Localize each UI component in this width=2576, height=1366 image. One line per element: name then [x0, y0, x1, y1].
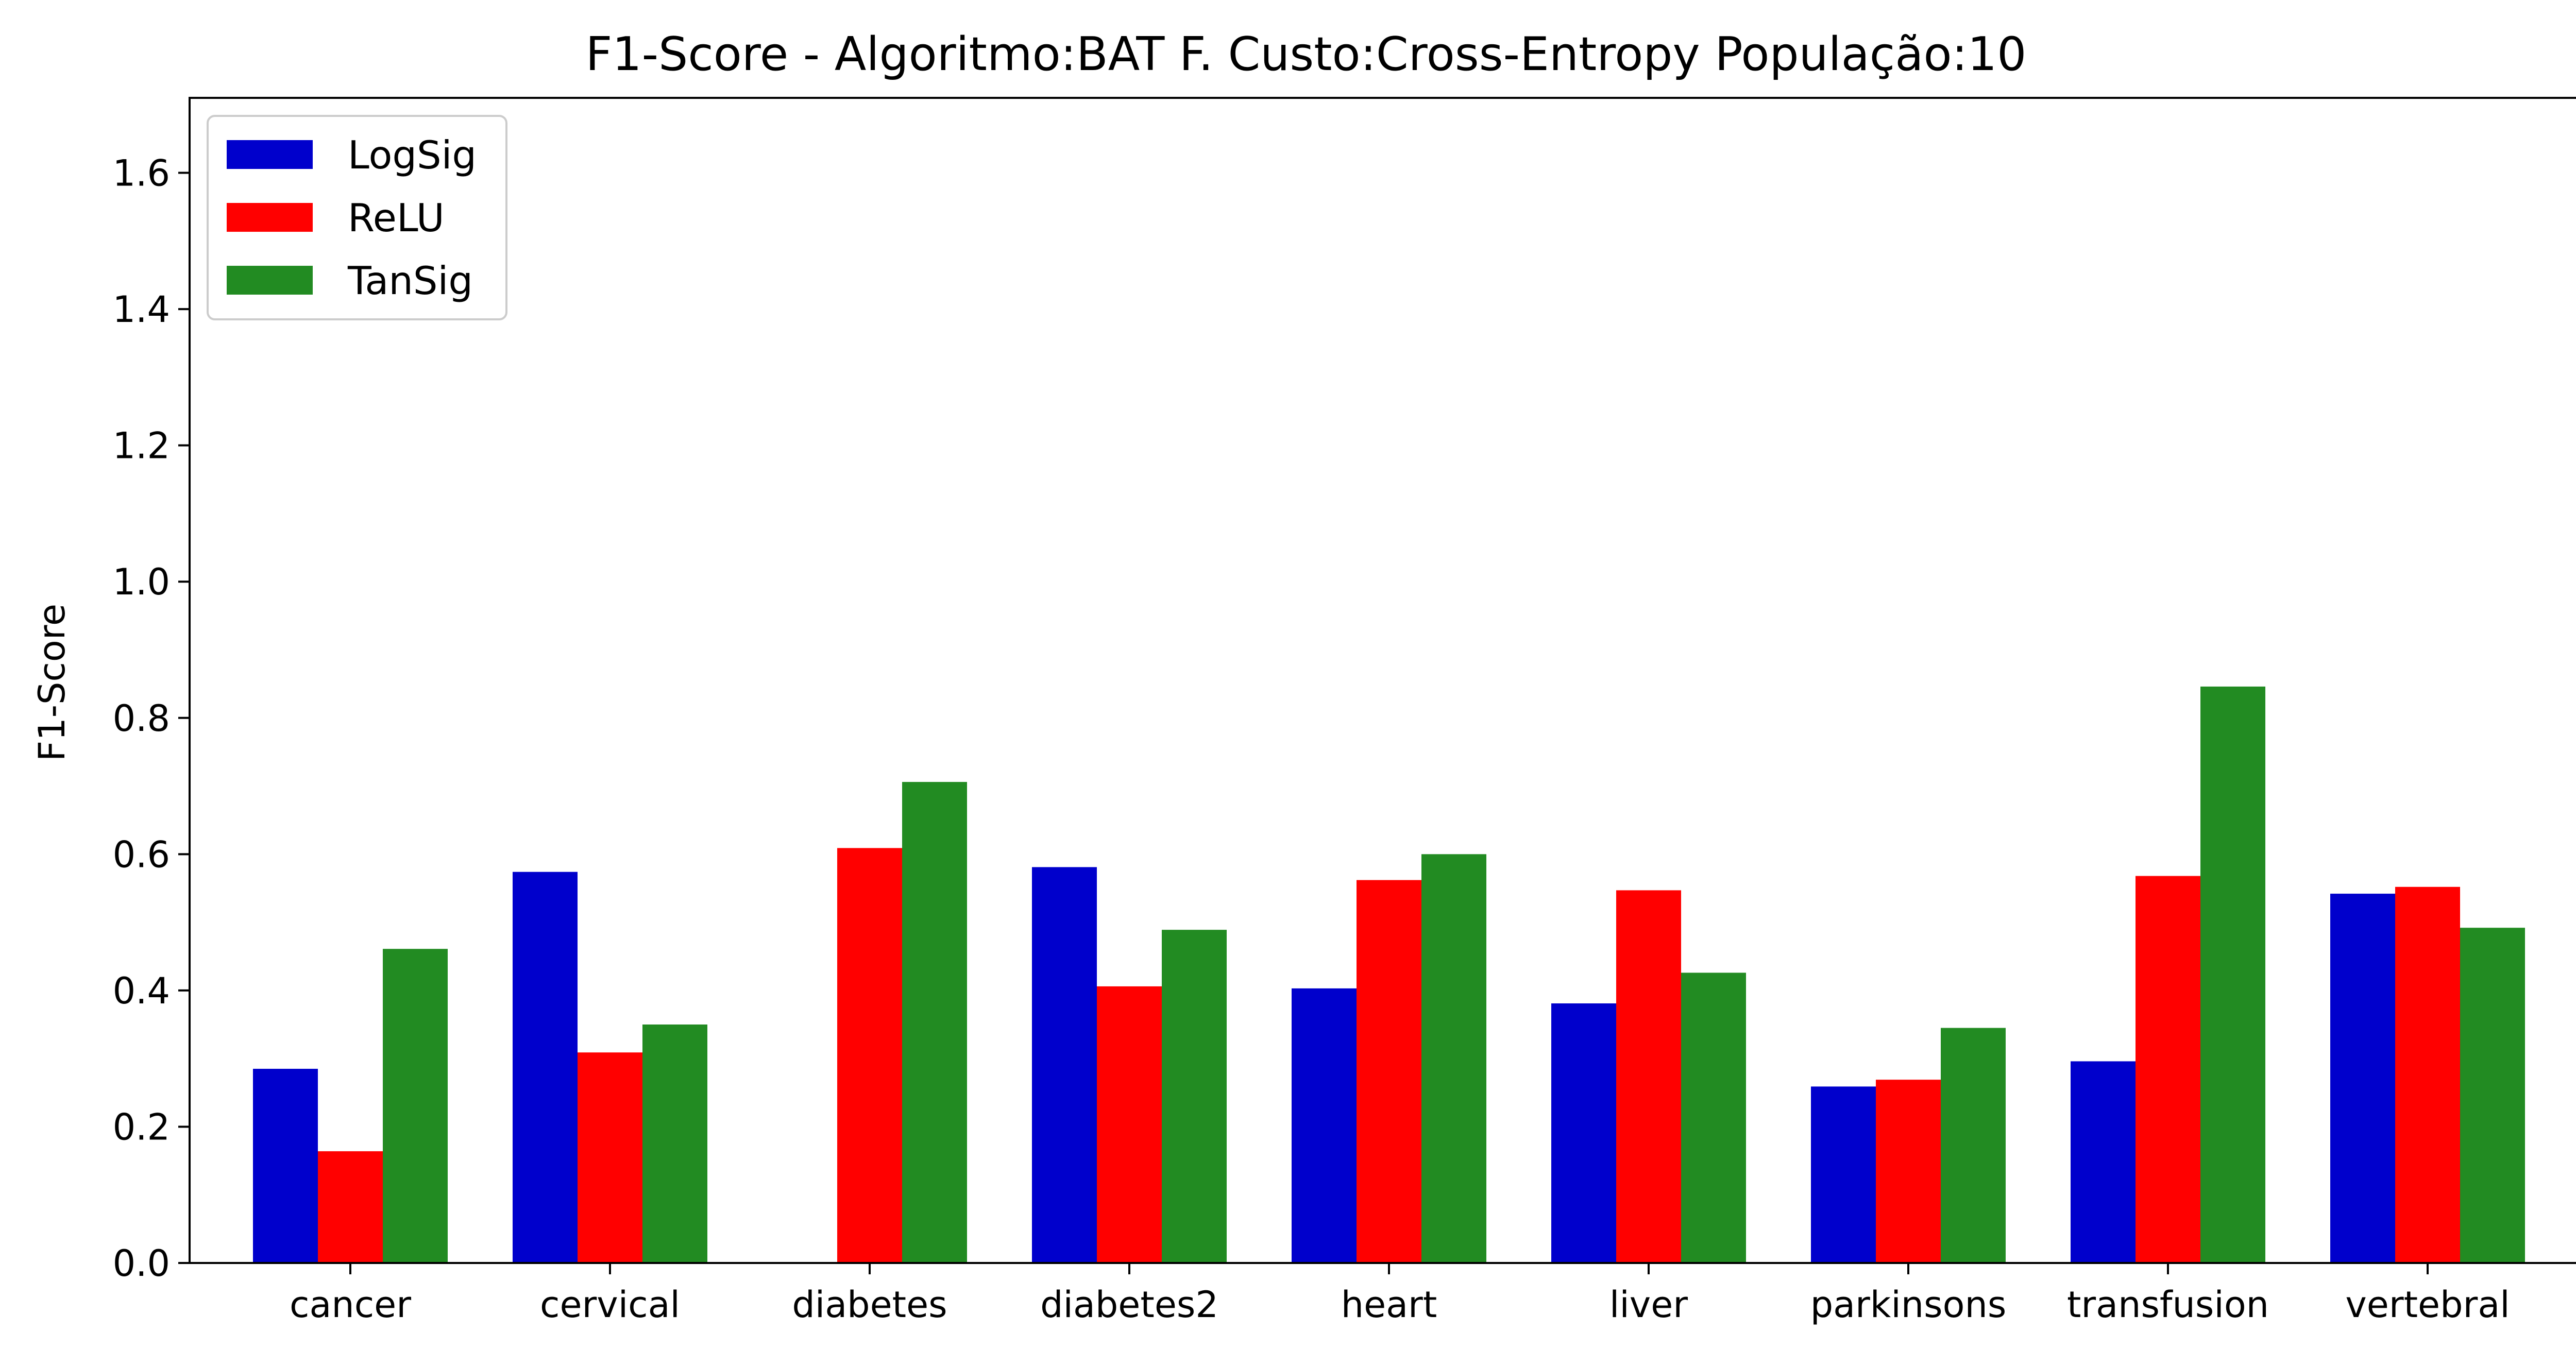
y-tick-label: 0.8: [113, 697, 170, 740]
chart-title: F1-Score - Algoritmo:BAT F. Custo:Cross-…: [586, 27, 2027, 81]
plot-frame: [189, 97, 2576, 1264]
bar-tansig-liver: [1681, 972, 1746, 1263]
bar-relu-parkinsons: [1876, 1080, 1941, 1263]
bar-logsig-cancer: [253, 1069, 318, 1263]
legend-label-relu: ReLU: [348, 195, 445, 241]
bar-relu-vertebral: [2395, 886, 2460, 1263]
bar-relu-cervical: [578, 1052, 642, 1263]
bar-tansig-vertebral: [2460, 928, 2525, 1263]
bar-logsig-transfusion: [2071, 1061, 2136, 1263]
y-tick-label: 0.2: [113, 1106, 170, 1148]
bar-tansig-transfusion: [2200, 686, 2265, 1263]
bar-tansig-cervical: [642, 1024, 707, 1263]
bar-tansig-heart: [1421, 854, 1486, 1263]
legend-swatch-logsig: [227, 140, 313, 169]
bar-logsig-liver: [1551, 1003, 1616, 1263]
x-tick-label: diabetes: [792, 1284, 947, 1326]
y-tick-label: 1.2: [113, 425, 170, 467]
y-axis-label: F1-Score: [31, 604, 73, 761]
x-tick-label: vertebral: [2345, 1284, 2510, 1326]
x-tick-label: cervical: [540, 1284, 680, 1326]
bars: [253, 686, 2525, 1263]
legend-label-tansig: TanSig: [347, 258, 473, 303]
y-tick-label: 0.6: [113, 833, 170, 876]
bar-relu-transfusion: [2136, 876, 2200, 1263]
y-tick-label: 1.0: [113, 561, 170, 603]
x-tick-label: diabetes2: [1040, 1284, 1218, 1326]
bar-tansig-parkinsons: [1941, 1028, 2006, 1263]
legend: LogSig ReLU TanSig: [207, 115, 507, 320]
x-tick-label: parkinsons: [1810, 1284, 2007, 1326]
y-tick-label: 0.0: [113, 1242, 170, 1285]
x-tick-label: cancer: [290, 1284, 411, 1326]
bar-relu-heart: [1357, 880, 1421, 1263]
bar-relu-cancer: [318, 1151, 383, 1263]
bar-relu-liver: [1616, 890, 1681, 1263]
bar-tansig-diabetes: [902, 782, 967, 1263]
x-axis-ticks: cancer cervical diabetes diabetes2 heart live…: [290, 1263, 2510, 1326]
bar-logsig-diabetes2: [1032, 867, 1097, 1263]
bar-logsig-vertebral: [2330, 894, 2395, 1263]
bar-tansig-cancer: [383, 949, 448, 1263]
bar-logsig-heart: [1292, 988, 1357, 1263]
legend-swatch-tansig: [227, 266, 313, 295]
y-tick-label: 1.4: [113, 288, 170, 331]
y-axis-ticks: 0.0 0.2 0.4 0.6 0.8 1.0 1.2 1.4 1.6: [113, 152, 190, 1285]
x-tick-label: transfusion: [2067, 1284, 2269, 1326]
legend-swatch-relu: [227, 203, 313, 232]
legend-label-logsig: LogSig: [348, 132, 477, 178]
x-tick-label: liver: [1609, 1284, 1688, 1326]
x-tick-label: heart: [1341, 1284, 1437, 1326]
y-tick-label: 1.6: [113, 152, 170, 195]
bar-relu-diabetes: [837, 848, 902, 1263]
bar-logsig-cervical: [513, 872, 578, 1263]
bar-relu-diabetes2: [1097, 986, 1162, 1263]
y-tick-label: 0.4: [113, 970, 170, 1012]
bar-tansig-diabetes2: [1162, 930, 1227, 1263]
bar-logsig-parkinsons: [1811, 1086, 1876, 1263]
